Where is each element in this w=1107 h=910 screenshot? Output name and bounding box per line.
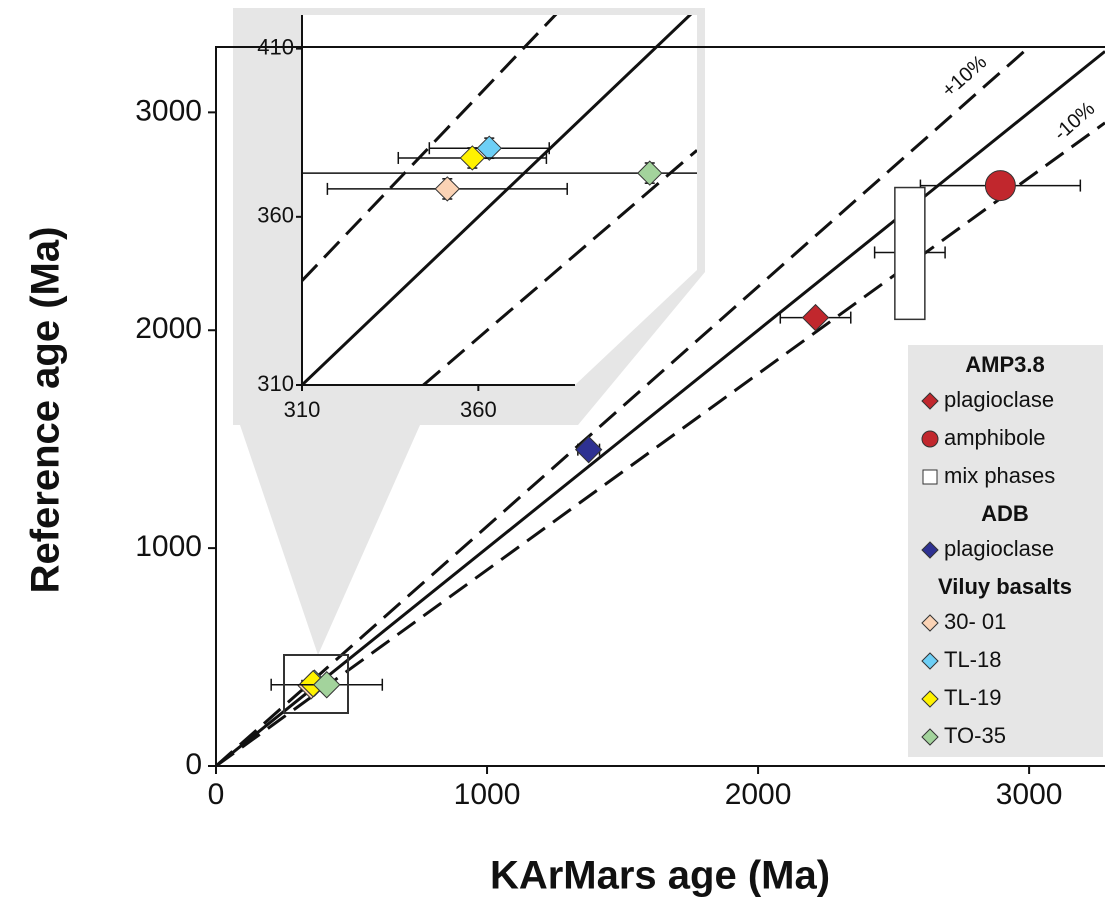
axis-frame [215,46,1105,767]
legend-marker [921,728,939,746]
line-label: +10% [938,51,991,102]
inset-y-tick-label: 360 [257,203,294,228]
legend-label: plagioclase [944,536,1054,561]
point [459,145,486,171]
point [574,435,603,464]
legend-group-title: ADB [981,501,1029,526]
x-tick-label: 1000 [454,778,521,811]
inset-y-tick-label: 310 [257,371,294,396]
inset-x-tick-label: 360 [460,397,497,422]
legend-marker [921,392,939,410]
y-tick-label: 1000 [135,530,202,563]
point [313,671,341,699]
reference-line [302,15,697,385]
zoom-box [283,654,349,714]
reference-line [302,149,697,385]
y-tick-label: 0 [185,748,202,781]
reference-line [216,50,1105,766]
legend-marker [921,652,939,670]
y-tick-label: 3000 [135,94,202,127]
x-tick-label: 3000 [996,778,1063,811]
point [984,170,1016,202]
legend-background [908,345,1103,757]
legend-marker [921,541,939,559]
line-label: -10% [1050,98,1100,146]
legend-label: TO-35 [944,723,1006,748]
point [434,176,461,202]
main-plot [216,47,1105,766]
x-axis-label: KArMars age (Ma) [490,854,830,898]
legend-marker [921,690,939,708]
legend-label: 30- 01 [944,609,1006,634]
legend-label: plagioclase [944,387,1054,412]
x-tick-label: 0 [208,778,225,811]
reference-line [216,47,1032,766]
point [476,135,502,161]
legend-marker [921,614,939,632]
legend-group-title: AMP3.8 [965,352,1044,377]
inset-x-tick-label: 310 [284,397,321,422]
inset-y-tick-label: 410 [257,34,294,59]
point [801,303,830,332]
legend-group-title: Viluy basalts [938,574,1072,599]
x-tick-label: 2000 [725,778,792,811]
y-tick-label: 2000 [135,312,202,345]
reference-line [216,121,1105,766]
inset-callout [240,425,420,655]
legend-marker [922,469,938,485]
legend-marker [921,430,939,448]
inset-plot [302,15,697,385]
legend-label: TL-18 [944,647,1001,672]
point [637,160,663,186]
legend-label: mix phases [944,463,1055,488]
range-box [894,186,926,321]
y-axis-label: Reference age (Ma) [24,227,68,594]
legend-label: TL-19 [944,685,1001,710]
legend-label: amphibole [944,425,1046,450]
